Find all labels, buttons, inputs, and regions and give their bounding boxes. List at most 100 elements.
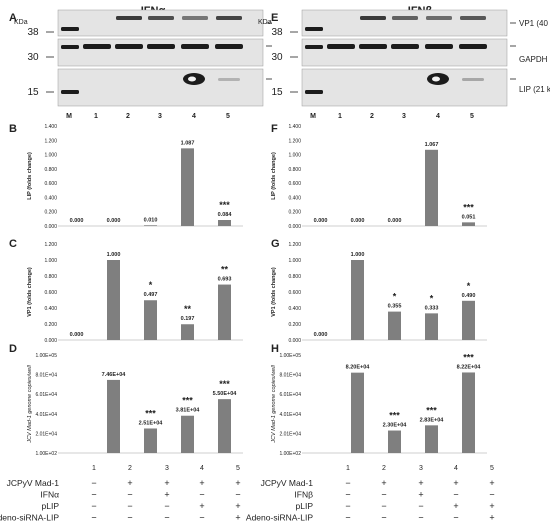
y-tick-label: 1.400: [44, 124, 57, 130]
table-lane-number: 4: [200, 465, 204, 472]
chart-f: 0.000 0.200 0.400 0.600 0.800 1.000 1.200 1.400…: [271, 124, 487, 230]
y-tick-label: 1.200: [44, 242, 57, 248]
gapdh-band-lane-3: [391, 44, 419, 49]
value-label: 2.83E+04: [420, 417, 445, 423]
vp1-band-lane-3: [392, 16, 418, 20]
marker-15: 15: [27, 87, 39, 98]
bar-d-3: [144, 428, 157, 453]
lane-label-1: 1: [94, 113, 98, 120]
table-row-label: pLIP: [42, 501, 60, 511]
bar-h-4: [425, 425, 438, 453]
y-tick-label: 0.400: [288, 195, 301, 201]
table-mark: −: [418, 501, 423, 511]
panel-label-e: E: [271, 12, 278, 24]
y-tick-label: 0.200: [44, 210, 57, 216]
y-tick-label: 0.800: [44, 167, 57, 173]
band-label-2: GAPDH (35 kDa): [519, 55, 550, 64]
significance-marker: *: [467, 281, 471, 291]
lip-band-lane-5: [218, 78, 240, 81]
value-label: 7.46E+04: [102, 372, 127, 378]
y-tick-label: 1.00E+02: [35, 451, 57, 457]
chart-h: 1.00E+02 2.01E+04 4.01E+04 6.01E+04 8.01E+04…: [271, 352, 487, 457]
lip-band-highlight: [432, 76, 440, 82]
marker-38: 38: [271, 27, 283, 38]
y-tick-label: 1.000: [288, 258, 301, 264]
table-mark: −: [453, 513, 458, 523]
value-label: 8.20E+04: [346, 365, 371, 371]
y-tick-label: 1.400: [288, 124, 301, 130]
y-tick-label: 2.01E+04: [279, 431, 301, 437]
value-label: 0.490: [462, 293, 476, 299]
gapdh-band-lane-2: [359, 44, 387, 49]
ladder-band: [305, 90, 323, 94]
lane-label-5: 5: [470, 113, 474, 120]
table-lane-number: 4: [454, 465, 458, 472]
y-tick-label: 0.600: [288, 290, 301, 296]
significance-marker: ***: [182, 396, 193, 406]
table-mark: −: [345, 478, 350, 488]
bar-c-5: [218, 284, 231, 340]
blot-strip-2: [301, 38, 508, 67]
table-mark: −: [91, 513, 96, 523]
band-label-1: VP1 (40 kDa): [519, 19, 550, 28]
value-label: 0.000: [388, 218, 402, 224]
y-tick-label: 0.000: [288, 224, 301, 230]
table-mark: +: [418, 478, 423, 488]
table-lane-number: 2: [382, 465, 386, 472]
y-tick-label: 0.200: [288, 322, 301, 328]
bar-f-4: [425, 149, 438, 226]
band-label-3: LIP (21 kDa): [519, 85, 550, 94]
significance-marker: ***: [389, 411, 400, 421]
bar-c-3: [144, 300, 157, 340]
significance-marker: ***: [219, 379, 230, 389]
gapdh-band-lane-4: [425, 44, 453, 49]
lane-label-3: 3: [158, 113, 162, 120]
y-tick-label: 2.01E+04: [35, 431, 57, 437]
panel-label-d: D: [9, 343, 17, 355]
table-mark: −: [91, 478, 96, 488]
value-label: 8.22E+04: [457, 364, 482, 370]
y-tick-label: 0.000: [288, 338, 301, 344]
table-row-label: Adeno-siRNA-LIP: [0, 513, 59, 523]
table-row-label: IFNα: [40, 490, 59, 500]
table-lane-number: 3: [165, 465, 169, 472]
ladder-band: [305, 45, 323, 49]
vp1-band-lane-5: [460, 16, 486, 20]
bar-f-5: [462, 222, 475, 226]
table-mark: +: [453, 501, 458, 511]
table-mark: +: [199, 478, 204, 488]
table-row-label: JCPyV Mad-1: [7, 478, 60, 488]
y-tick-label: 0.400: [44, 306, 57, 312]
marker-38: 38: [27, 27, 39, 38]
significance-marker: ***: [463, 202, 474, 212]
lane-label-4: 4: [192, 113, 196, 120]
table-mark: +: [489, 513, 494, 523]
y-tick-label: 1.00E+05: [35, 353, 57, 359]
bar-h-2: [351, 372, 364, 453]
y-tick-label: 0.800: [288, 274, 301, 280]
y-tick-label: 0.200: [288, 210, 301, 216]
lane-label-4: 4: [436, 113, 440, 120]
y-axis-label: LIP (folds change): [27, 152, 33, 200]
table-mark: −: [199, 513, 204, 523]
value-label: 1.000: [107, 252, 121, 258]
table-mark: −: [345, 501, 350, 511]
table-mark: −: [127, 490, 132, 500]
bar-g-5: [462, 300, 475, 340]
y-tick-label: 0.800: [288, 167, 301, 173]
table-mark: −: [453, 490, 458, 500]
table-mark: −: [164, 513, 169, 523]
table-mark: −: [235, 490, 240, 500]
bar-d-5: [218, 399, 231, 453]
significance-marker: **: [221, 265, 229, 275]
table-mark: −: [345, 513, 350, 523]
y-tick-label: 1.200: [44, 138, 57, 144]
table-mark: −: [381, 501, 386, 511]
table-row-label: pLIP: [296, 501, 314, 511]
y-tick-label: 0.000: [44, 224, 57, 230]
table-mark: +: [418, 490, 423, 500]
marker-30: 30: [27, 52, 39, 63]
value-label: 1.067: [425, 142, 439, 148]
bar-b-4: [181, 148, 194, 226]
